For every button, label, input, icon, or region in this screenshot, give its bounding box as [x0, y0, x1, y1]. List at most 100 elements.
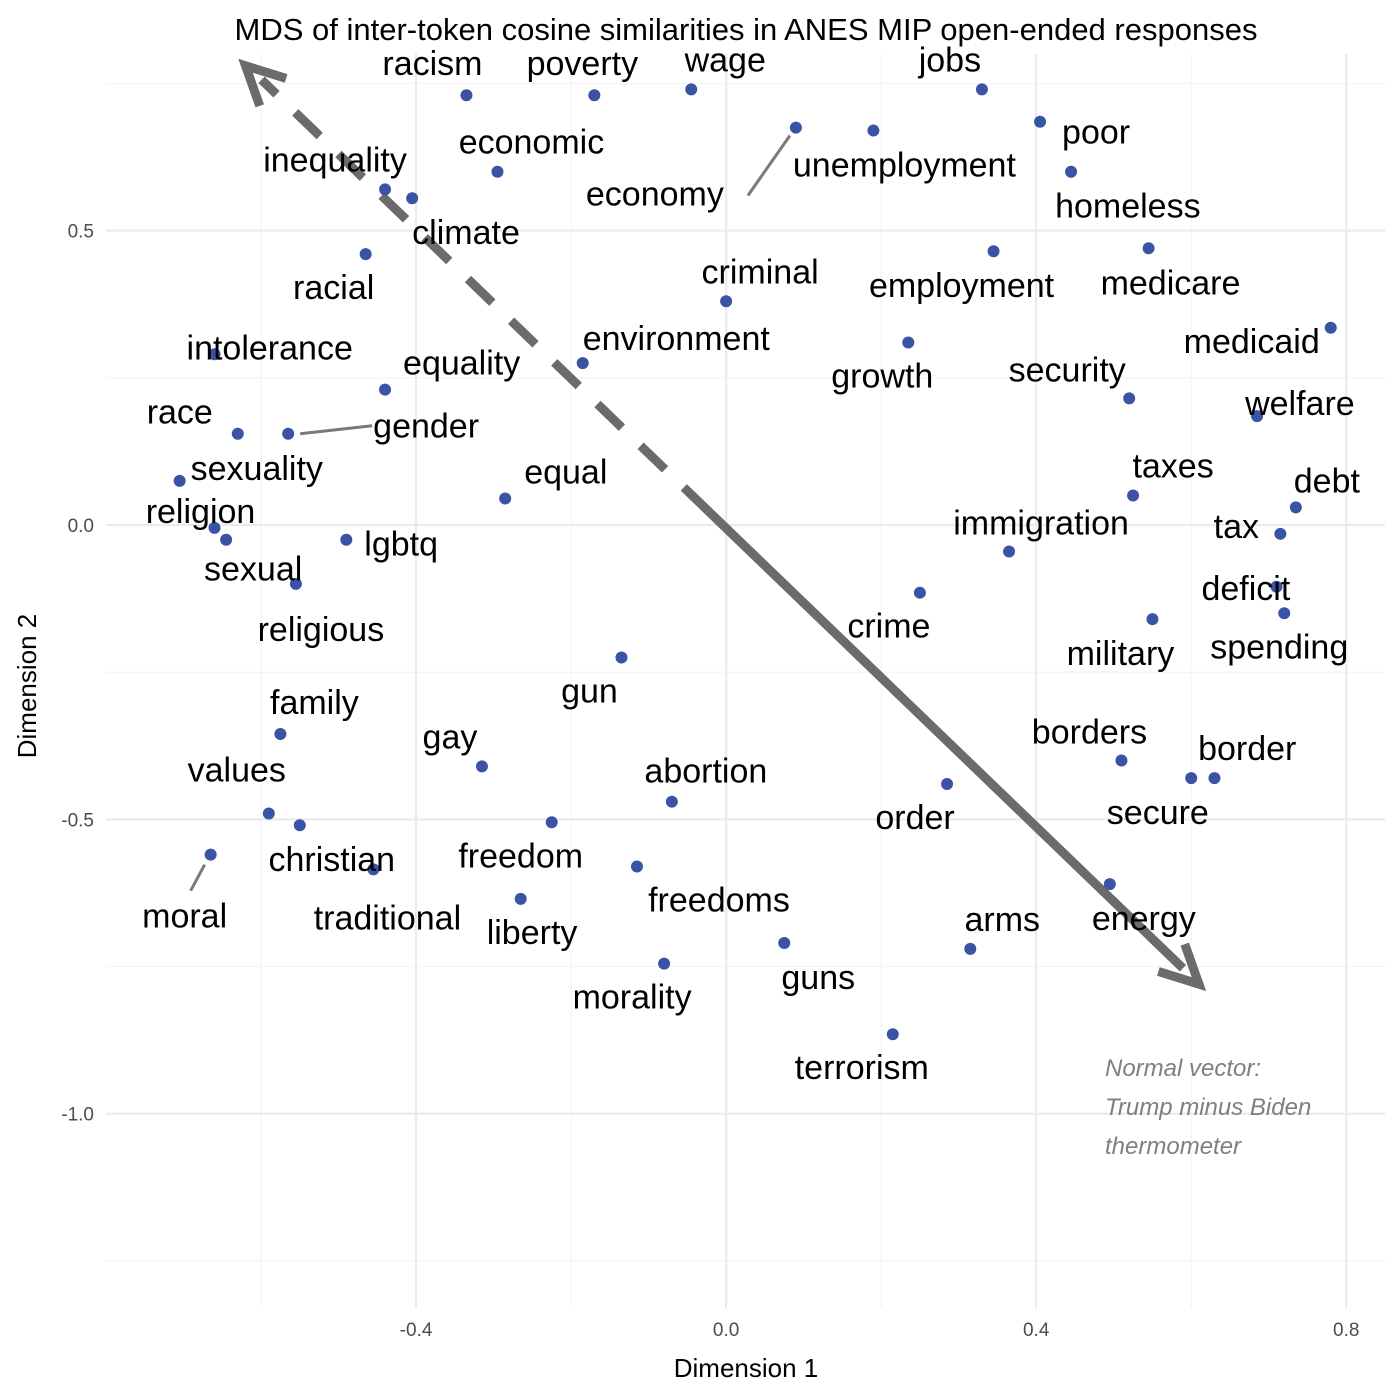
label-sexual: sexual [204, 551, 302, 589]
label-debt: debt [1294, 462, 1361, 500]
point-medicaid [1324, 321, 1337, 334]
point-crime [913, 586, 926, 599]
point-employment [987, 245, 1000, 258]
point-poor [1034, 115, 1047, 128]
point-values [262, 807, 275, 820]
label-equal: equal [524, 453, 607, 491]
leader-economy [746, 134, 792, 197]
label-order: order [875, 799, 954, 837]
label-crime: crime [847, 608, 930, 646]
point-arms [964, 942, 977, 955]
point-economy [789, 121, 802, 134]
label-arms: arms [965, 901, 1041, 939]
label-environment: environment [583, 320, 771, 358]
point-secure [1103, 878, 1116, 891]
label-gun: gun [561, 672, 618, 710]
normal-vector-arrow [238, 58, 1207, 992]
tick-label-layer: -0.4 0.0 0.4 0.8 -1.0 -0.5 0.0 0.5 [61, 222, 1359, 1341]
point-equal [499, 492, 512, 505]
leader-moral [189, 863, 206, 892]
normal-vector-note: Normal vector: Trump minus Biden thermom… [1105, 1055, 1311, 1160]
note-line-3: thermometer [1105, 1133, 1242, 1160]
label-liberty: liberty [487, 914, 578, 952]
x-tick-label: 0.0 [713, 1320, 739, 1341]
point-inequality [379, 183, 392, 196]
x-tick-label: -0.4 [400, 1320, 433, 1341]
leader-gender [299, 424, 373, 436]
point-borders [1115, 754, 1128, 767]
point-wage [685, 83, 698, 96]
point-jobs [975, 83, 988, 96]
point-family [274, 727, 287, 740]
label-tax: tax [1214, 508, 1259, 546]
point-terrorism [886, 1028, 899, 1041]
point-tax [1274, 527, 1287, 540]
label-taxes: taxes [1132, 448, 1213, 486]
label-military: military [1067, 635, 1175, 673]
point-race [231, 427, 244, 440]
point-liberty [514, 892, 527, 905]
label-traditional: traditional [314, 899, 461, 937]
label-jobs: jobs [918, 41, 981, 79]
label-medicaid: medicaid [1184, 323, 1320, 361]
point-traditional [367, 863, 380, 876]
point-border [1185, 772, 1198, 785]
point-military [1146, 613, 1159, 626]
point-religion [208, 521, 221, 534]
point-debt [1289, 501, 1302, 514]
label-gay: gay [423, 718, 478, 756]
arrow-dashed-segment [258, 76, 712, 515]
label-employment: employment [869, 267, 1055, 305]
point-immigration [1003, 545, 1016, 558]
arrowhead-negative [238, 58, 288, 108]
label-wage: wage [684, 41, 766, 79]
label-growth: growth [831, 357, 933, 395]
point-morality [658, 957, 671, 970]
point-sexuality [173, 474, 186, 487]
label-guns: guns [781, 959, 855, 997]
label-inequality: inequality [263, 141, 407, 179]
label-morality: morality [573, 979, 692, 1017]
point-racial [359, 248, 372, 261]
point-environment [576, 357, 589, 370]
label-poverty: poverty [527, 45, 639, 83]
point-spending [1278, 607, 1291, 620]
label-lgbtq: lgbtq [364, 526, 438, 564]
point-racism [460, 89, 473, 102]
label-sexuality: sexuality [191, 450, 323, 488]
y-axis-title: Dimension 2 [12, 614, 42, 759]
note-line-1: Normal vector: [1105, 1055, 1261, 1082]
point-intolerance [208, 348, 221, 361]
note-line-2: Trump minus Biden [1105, 1094, 1311, 1121]
label-medicare: medicare [1101, 264, 1241, 302]
label-moral: moral [142, 898, 227, 936]
label-family: family [270, 684, 359, 722]
point-criminal [720, 295, 733, 308]
label-equality: equality [403, 345, 520, 383]
point-religious [289, 577, 302, 590]
point-unemployment [867, 124, 880, 137]
label-secure: secure [1107, 794, 1209, 832]
label-welfare: welfare [1244, 385, 1355, 423]
point-guns [778, 936, 791, 949]
label-spending: spending [1210, 628, 1348, 666]
grid-layer [106, 54, 1385, 1308]
arrow-solid-segment [705, 507, 1187, 972]
point-gun [615, 651, 628, 664]
label-homeless: homeless [1055, 188, 1201, 226]
point-medicare [1142, 242, 1155, 255]
label-values: values [188, 751, 286, 789]
label-race: race [147, 394, 213, 432]
label-immigration: immigration [953, 504, 1129, 542]
point-gender [282, 427, 295, 440]
point-gay [475, 760, 488, 773]
label-religious: religious [258, 611, 385, 649]
point-moral [204, 848, 217, 861]
label-deficit: deficit [1201, 570, 1290, 608]
label-border: border [1198, 730, 1296, 768]
arrowhead-positive [1157, 942, 1207, 992]
point-freedoms [630, 860, 643, 873]
data-point-layer [173, 83, 1337, 1041]
token-label-layer: racism poverty wage jobs poor economy unemploy… [142, 41, 1360, 1087]
label-poor: poor [1062, 114, 1130, 152]
